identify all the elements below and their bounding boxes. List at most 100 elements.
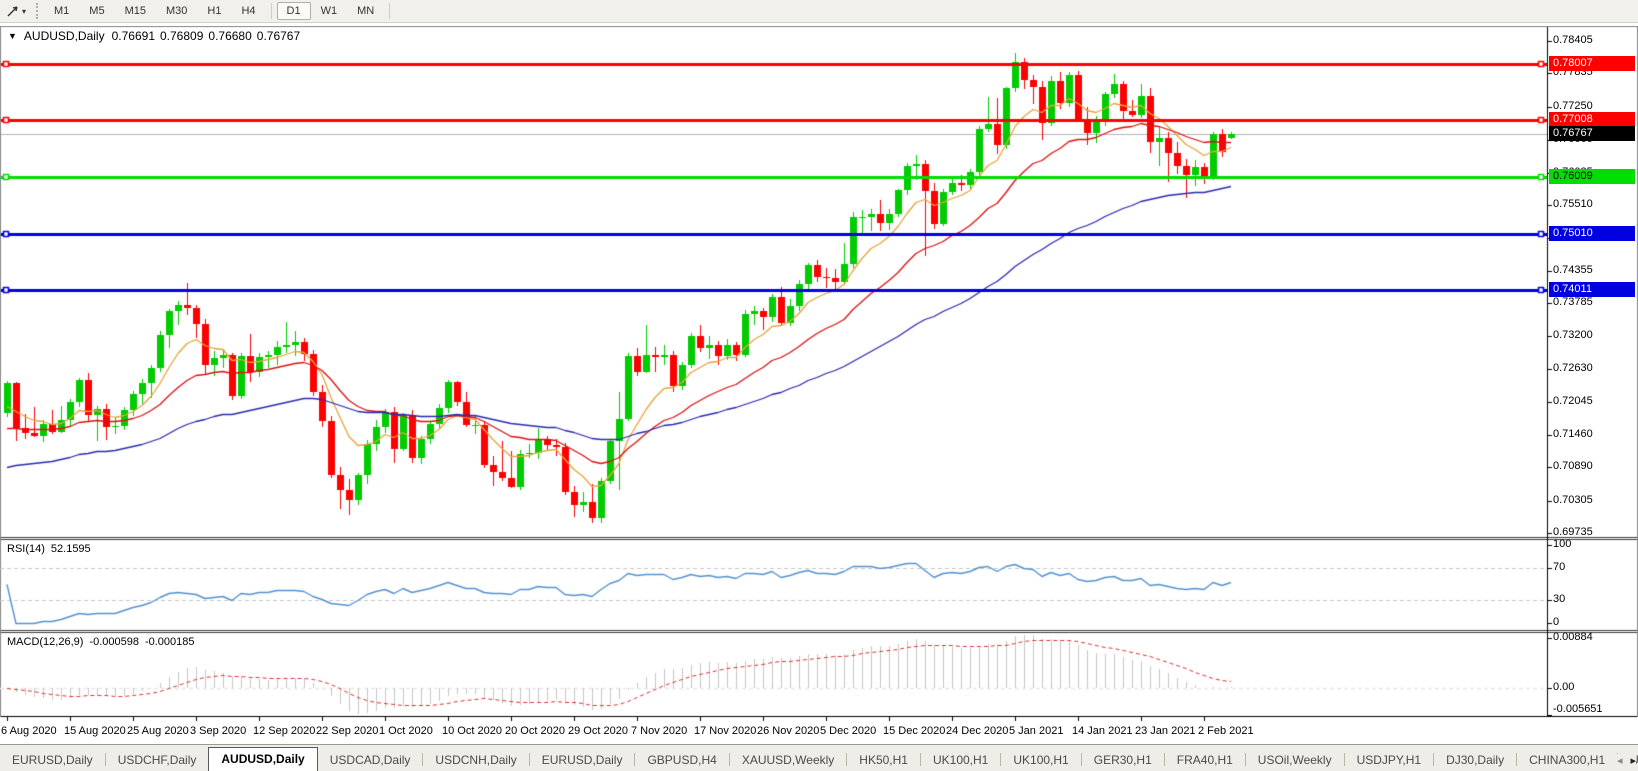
tab-china300-h1[interactable]: CHINA300,H1: [1529, 753, 1606, 767]
date-tick-label: 24 Dec 2020: [946, 725, 1009, 737]
price-tick-label: 0.73785: [1553, 296, 1593, 308]
tab-usdcad-daily[interactable]: USDCAD,Daily: [329, 753, 411, 767]
macd-tick-label: -0.005651: [1553, 703, 1603, 715]
macd-indicator-label: MACD(12,26,9) -0.000598 -0.000185: [7, 636, 195, 648]
date-tick-label: 3 Sep 2020: [190, 725, 247, 737]
cursor-tool-button[interactable]: ▾: [0, 4, 30, 18]
tab-usdjpy-h1[interactable]: USDJPY,H1: [1356, 753, 1422, 767]
date-tick-label: 5 Jan 2021: [1009, 725, 1064, 737]
tab-separator: [846, 753, 848, 766]
date-tick-label: 22 Sep 2020: [316, 725, 379, 737]
price-badge: 0.76009: [1549, 169, 1635, 184]
price-tick-label: 0.74355: [1553, 264, 1593, 276]
chart-area[interactable]: ▼ AUDUSD,Daily 0.76691 0.76809 0.76680 0…: [0, 26, 1638, 744]
tab-scroll-buttons: ◂ ▸: [1610, 754, 1636, 767]
tab-separator: [1163, 753, 1165, 766]
tab-separator: [1000, 753, 1002, 766]
tab-separator: [1080, 753, 1082, 766]
rsi-tick-label: 0: [1553, 616, 1560, 628]
date-tick-label: 1 Oct 2020: [379, 725, 433, 737]
date-tick-label: 10 Oct 2020: [442, 725, 502, 737]
date-tick-label: 29 Oct 2020: [568, 725, 628, 737]
tab-uk100-h1[interactable]: UK100,H1: [932, 753, 989, 767]
date-tick-label: 7 Nov 2020: [631, 725, 688, 737]
price-tick-label: 0.75510: [1553, 198, 1593, 210]
price-tick-label: 0.69735: [1553, 526, 1593, 538]
macd-tick-label: 0.00: [1553, 681, 1575, 693]
timeframe-button-M15[interactable]: M15: [124, 5, 146, 17]
price-tick-label: 0.73200: [1553, 329, 1593, 341]
timeframe-button-W1[interactable]: W1: [320, 5, 338, 17]
toolbar-divider: [270, 3, 272, 19]
tab-separator: [422, 753, 424, 766]
date-tick-label: 25 Aug 2020: [127, 725, 189, 737]
rsi-tick-label: 70: [1553, 561, 1566, 573]
tab-eurusd-daily[interactable]: EURUSD,Daily: [541, 753, 623, 767]
date-tick-label: 17 Nov 2020: [694, 725, 757, 737]
timeframe-button-D1[interactable]: D1: [276, 2, 311, 20]
timeframe-button-MN[interactable]: MN: [357, 5, 375, 17]
price-tick-label: 0.72045: [1553, 395, 1593, 407]
tab-usoil-weekly[interactable]: USOil,Weekly: [1257, 753, 1332, 767]
timeframe-button-H4[interactable]: H4: [241, 5, 256, 17]
toolbar-grip[interactable]: [36, 3, 39, 19]
toolbar-divider: [389, 3, 391, 19]
chevron-down-icon: ▾: [22, 6, 27, 16]
rsi-tick-label: 30: [1553, 593, 1566, 605]
price-tick-label: 0.70890: [1553, 460, 1593, 472]
timeframe-button-M1[interactable]: M1: [54, 5, 70, 17]
tab-audusd-daily[interactable]: AUDUSD,Daily: [208, 747, 318, 771]
tab-hk50-h1[interactable]: HK50,H1: [859, 753, 908, 767]
tab-eurusd-daily[interactable]: EURUSD,Daily: [12, 753, 93, 767]
macd-value-signal: -0.000185: [144, 636, 195, 648]
tab-separator: [919, 753, 921, 766]
timeframe-button-H1[interactable]: H1: [207, 5, 222, 17]
price-tick-label: 0.78405: [1553, 34, 1593, 46]
date-tick-label: 2 Feb 2021: [1198, 725, 1254, 737]
tab-separator: [1433, 753, 1435, 766]
price-badge: 0.77008: [1549, 112, 1635, 127]
price-badge: 0.76767: [1549, 126, 1635, 141]
tab-dj30-daily[interactable]: DJ30,Daily: [1446, 753, 1505, 767]
tab-separator: [728, 753, 730, 766]
macd-tick-label: 0.00884: [1553, 631, 1593, 643]
date-tick-label: 15 Aug 2020: [64, 725, 126, 737]
timeframe-button-M30[interactable]: M30: [165, 5, 188, 17]
rsi-tick-label: 100: [1553, 538, 1572, 550]
tab-usdchf-daily[interactable]: USDCHF,Daily: [117, 753, 197, 767]
date-tick-label: 23 Jan 2021: [1135, 725, 1196, 737]
rsi-name: RSI(14): [7, 543, 45, 555]
tab-xauusd-weekly[interactable]: XAUUSD,Weekly: [741, 753, 835, 767]
macd-value-main: -0.000598: [89, 636, 139, 648]
chart-tab-bar: EURUSD,Daily USDCHF,Daily AUDUSD,Daily USDC…: [0, 744, 1638, 771]
ohlc-close: 0.76767: [256, 29, 301, 43]
chart-canvas[interactable]: [0, 26, 1638, 744]
date-tick-label: 26 Nov 2020: [757, 725, 820, 737]
tab-separator: [634, 753, 636, 766]
tab-separator: [1244, 753, 1246, 766]
tab-scroll-right-icon[interactable]: ▸: [1630, 755, 1636, 767]
tab-ger30-h1[interactable]: GER30,H1: [1093, 753, 1152, 767]
timeframe-button-M5[interactable]: M5: [89, 5, 105, 17]
tab-separator: [528, 753, 530, 766]
cursor-tool-icon: [7, 6, 18, 17]
date-tick-label: 14 Jan 2021: [1072, 725, 1133, 737]
date-tick-label: 12 Sep 2020: [253, 725, 316, 737]
ohlc-low: 0.76680: [208, 29, 252, 43]
chart-symbol-label: AUDUSD,Daily: [23, 29, 105, 43]
tab-fra40-h1[interactable]: FRA40,H1: [1176, 753, 1233, 767]
tab-gbpusd-h4[interactable]: GBPUSD,H4: [647, 753, 717, 767]
tab-separator: [1343, 753, 1345, 766]
macd-name: MACD(12,26,9): [7, 636, 84, 648]
tab-usdcnh-daily[interactable]: USDCNH,Daily: [435, 753, 517, 767]
tab-uk100-h1[interactable]: UK100,H1: [1013, 753, 1069, 767]
tab-separator: [104, 753, 106, 766]
tab-scroll-left-icon[interactable]: ◂: [1616, 755, 1623, 767]
tab-separator: [1516, 753, 1518, 766]
collapse-chart-icon[interactable]: ▼: [8, 31, 17, 41]
price-tick-label: 0.77250: [1553, 100, 1593, 112]
rsi-indicator-label: RSI(14) 52.1595: [7, 543, 91, 555]
price-badge: 0.75010: [1549, 226, 1635, 241]
date-tick-label: 5 Dec 2020: [820, 725, 877, 737]
